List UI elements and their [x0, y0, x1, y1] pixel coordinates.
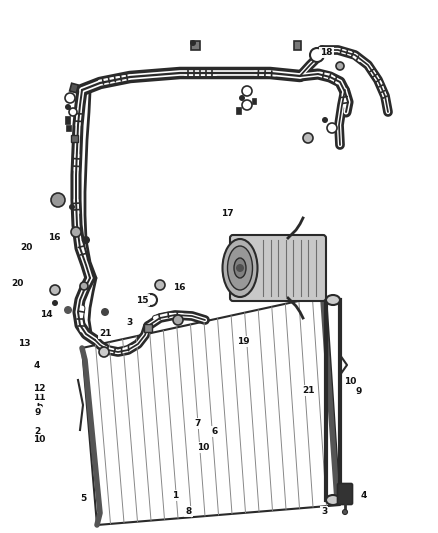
Text: 10: 10 [33, 435, 46, 444]
Bar [236, 107, 240, 114]
Circle shape [99, 347, 109, 357]
Text: 11: 11 [33, 393, 46, 401]
Text: 18: 18 [320, 48, 332, 56]
Circle shape [336, 62, 344, 70]
Circle shape [239, 95, 245, 101]
Bar [66, 125, 71, 131]
Circle shape [190, 40, 196, 46]
Circle shape [242, 100, 252, 110]
Text: 4: 4 [360, 491, 367, 500]
Circle shape [71, 227, 81, 237]
Text: 6: 6 [36, 401, 42, 409]
Text: 16: 16 [173, 284, 186, 292]
Bar [70, 83, 78, 93]
Ellipse shape [234, 258, 246, 278]
Text: 14: 14 [40, 310, 52, 319]
Circle shape [310, 48, 324, 62]
Text: 6: 6 [212, 427, 218, 436]
FancyBboxPatch shape [230, 235, 326, 301]
Text: 17: 17 [222, 209, 234, 217]
Bar [71, 134, 78, 141]
Text: 9: 9 [356, 387, 362, 396]
Circle shape [50, 285, 60, 295]
Circle shape [69, 108, 77, 116]
Bar [293, 41, 300, 50]
Text: 3: 3 [321, 507, 327, 516]
Text: 3: 3 [126, 318, 132, 327]
Circle shape [64, 306, 72, 314]
Circle shape [155, 280, 165, 290]
Circle shape [65, 104, 71, 110]
Text: 10: 10 [198, 443, 210, 452]
Circle shape [145, 294, 157, 306]
Circle shape [173, 315, 183, 325]
Circle shape [101, 308, 109, 316]
Text: 19: 19 [237, 337, 249, 345]
Ellipse shape [223, 239, 258, 297]
Circle shape [327, 123, 337, 133]
Circle shape [242, 86, 252, 96]
Circle shape [80, 282, 88, 290]
Text: 8: 8 [185, 507, 191, 516]
Text: 5: 5 [80, 494, 86, 503]
Circle shape [82, 236, 90, 244]
Text: 20: 20 [20, 244, 32, 252]
Text: 7: 7 [194, 419, 200, 428]
Bar [64, 116, 70, 124]
Ellipse shape [227, 246, 252, 290]
Ellipse shape [326, 295, 340, 305]
FancyBboxPatch shape [338, 483, 353, 505]
Circle shape [303, 133, 313, 143]
Circle shape [65, 93, 75, 103]
Text: 16: 16 [49, 233, 61, 241]
Ellipse shape [326, 495, 340, 505]
Bar [191, 41, 199, 50]
Circle shape [343, 510, 347, 514]
Text: 15: 15 [136, 296, 148, 304]
Bar [144, 324, 152, 332]
Text: 20: 20 [11, 279, 24, 288]
Circle shape [322, 117, 328, 123]
Circle shape [236, 264, 244, 272]
Circle shape [51, 193, 65, 207]
Text: 12: 12 [33, 384, 46, 392]
Text: 13: 13 [18, 340, 30, 348]
Text: 10: 10 [344, 377, 357, 385]
Text: 9: 9 [34, 408, 40, 416]
Circle shape [69, 204, 75, 210]
Bar [252, 98, 256, 104]
Text: 1: 1 [172, 491, 178, 500]
Text: 21: 21 [303, 386, 315, 395]
Circle shape [52, 300, 58, 306]
Text: 2: 2 [34, 427, 40, 436]
Text: 4: 4 [34, 361, 40, 369]
Text: 21: 21 [99, 329, 111, 337]
